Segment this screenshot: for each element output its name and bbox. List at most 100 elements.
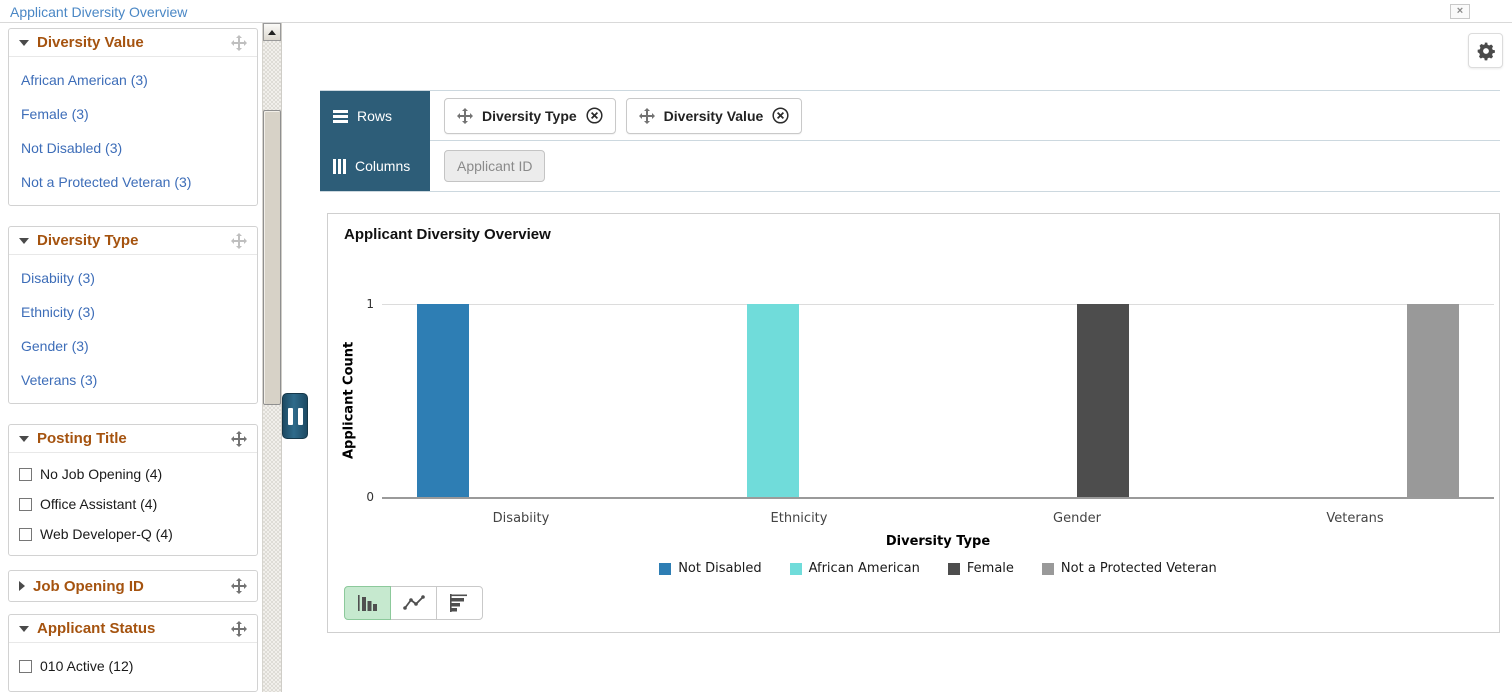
category-slot	[1216, 304, 1494, 497]
collapse-arrow-icon	[19, 625, 29, 632]
move-icon[interactable]	[638, 107, 655, 124]
facet-checkbox-row: Web Developer-Q (4)	[9, 519, 257, 549]
chart-type-horizontal-bar-button[interactable]	[436, 586, 483, 620]
pivot-config-bar: Diversity Type Diversity Value Applicant…	[320, 90, 1500, 192]
legend-label: Female	[966, 561, 1014, 576]
checkbox-label: Web Developer-Q (4)	[40, 526, 173, 542]
legend-swatch	[947, 562, 960, 575]
facet-header[interactable]: Diversity Type	[9, 227, 257, 255]
facet-header[interactable]: Diversity Value	[9, 29, 257, 57]
facet-item-link[interactable]: Disabiity (3)	[21, 270, 95, 286]
grip-bar	[297, 407, 303, 425]
line-chart-icon	[402, 595, 425, 610]
options-button[interactable]	[1468, 33, 1503, 68]
vertical-bar-chart-icon	[357, 595, 377, 611]
move-icon[interactable]	[231, 620, 247, 637]
scroll-up-button[interactable]	[263, 23, 281, 41]
x-axis-baseline	[382, 497, 1494, 499]
plot-area	[382, 304, 1494, 499]
facet-item-link[interactable]: Ethnicity (3)	[21, 304, 95, 320]
facet-item-link[interactable]: Not a Protected Veteran (3)	[21, 174, 192, 190]
checkbox-label: Office Assistant (4)	[40, 496, 158, 512]
facet-sidebar: Diversity Value African American (3) Fem…	[8, 28, 258, 692]
scrollbar-thumb[interactable]	[263, 110, 281, 405]
x-tick-label: Disabiity	[492, 511, 550, 526]
rows-axis-label: Rows	[320, 91, 430, 141]
x-tick-label: Gender	[1053, 511, 1101, 526]
facet-item-link[interactable]: African American (3)	[21, 72, 148, 88]
facet-header[interactable]: Applicant Status	[9, 615, 257, 643]
move-icon[interactable]	[457, 107, 473, 124]
columns-axis-label: Columns	[320, 141, 430, 191]
facet-checkbox-row: Office Assistant (4)	[9, 489, 257, 519]
y-axis-title: Applicant Count	[341, 341, 357, 460]
remove-icon[interactable]	[772, 107, 789, 124]
facet-item-link[interactable]: Not Disabled (3)	[21, 140, 123, 156]
grip-bar	[287, 407, 293, 425]
legend-label: Not Disabled	[678, 561, 762, 576]
move-icon[interactable]	[231, 232, 247, 249]
gridline	[382, 304, 1494, 305]
chart-type-switcher	[344, 586, 483, 620]
collapse-arrow-icon	[19, 237, 29, 244]
chart-bar[interactable]	[1077, 304, 1129, 497]
facet-title: Job Opening ID	[33, 577, 144, 595]
category-slot	[660, 304, 938, 497]
checkbox[interactable]	[19, 497, 32, 511]
legend-label: Not a Protected Veteran	[1060, 561, 1217, 576]
y-tick-label: 1	[366, 297, 374, 311]
pivot-axis-panel: Rows Columns	[320, 91, 430, 191]
bar-categories	[382, 304, 1494, 497]
y-tick-label: 0	[366, 490, 374, 504]
chip-label: Diversity Type	[482, 107, 577, 124]
facet-item-link[interactable]: Female (3)	[21, 106, 89, 122]
columns-chip-area: Applicant ID	[430, 141, 1500, 191]
sidebar-scrollbar[interactable]	[262, 23, 282, 692]
facet-item-link[interactable]: Veterans (3)	[21, 372, 98, 388]
move-icon[interactable]	[231, 430, 247, 447]
horizontal-bar-chart-icon	[449, 594, 467, 612]
scroll-up-arrow-icon	[268, 29, 276, 35]
expand-arrow-icon	[19, 581, 25, 591]
facet-job-opening-id: Job Opening ID	[8, 570, 258, 602]
chart-bar[interactable]	[417, 304, 469, 497]
legend-swatch	[789, 562, 802, 575]
move-icon[interactable]	[231, 578, 247, 594]
facet-diversity-value: Diversity Value African American (3) Fem…	[8, 28, 258, 206]
checkbox-label: No Job Opening (4)	[40, 466, 163, 482]
remove-icon[interactable]	[586, 107, 603, 124]
header-divider	[0, 22, 1512, 23]
checkbox[interactable]	[19, 467, 32, 481]
legend-swatch	[1041, 562, 1054, 575]
facet-checkbox-row: No Job Opening (4)	[9, 459, 257, 489]
close-icon[interactable]: ×	[1450, 4, 1470, 19]
category-slot	[382, 304, 660, 497]
chart-type-vertical-bar-button[interactable]	[344, 586, 391, 620]
checkbox[interactable]	[19, 659, 32, 673]
facet-item-link[interactable]: Gender (3)	[21, 338, 89, 354]
move-icon[interactable]	[231, 34, 247, 51]
chart-bar[interactable]	[747, 304, 799, 497]
panel-collapse-handle[interactable]	[282, 393, 308, 439]
row-chip-diversity-type[interactable]: Diversity Type	[444, 97, 616, 134]
chart-bar[interactable]	[1407, 304, 1459, 497]
gear-icon	[1477, 42, 1495, 60]
collapse-arrow-icon	[19, 39, 29, 46]
row-chip-diversity-value[interactable]: Diversity Value	[625, 97, 803, 134]
column-chip-applicant-id: Applicant ID	[444, 150, 546, 182]
facet-header[interactable]: Posting Title	[9, 425, 257, 453]
chart-type-line-button[interactable]	[390, 586, 437, 620]
facet-header[interactable]: Job Opening ID	[9, 571, 257, 601]
checkbox[interactable]	[19, 527, 32, 541]
facet-diversity-type: Diversity Type Disabiity (3) Ethnicity (…	[8, 226, 258, 404]
chart-legend: Not Disabled African American Female Not a …	[382, 561, 1494, 576]
chart-container: Applicant Diversity Overview 1 0 Applica…	[327, 213, 1500, 633]
facet-applicant-status: Applicant Status 010 Active (12)	[8, 614, 258, 692]
legend-item: Not Disabled	[659, 561, 762, 576]
legend-item: African American	[789, 561, 920, 576]
x-axis-title: Diversity Type	[885, 534, 991, 549]
rows-icon	[333, 108, 348, 125]
checkbox-label: 010 Active (12)	[40, 658, 134, 674]
legend-item: Female	[947, 561, 1014, 576]
facet-title: Applicant Status	[37, 620, 156, 637]
